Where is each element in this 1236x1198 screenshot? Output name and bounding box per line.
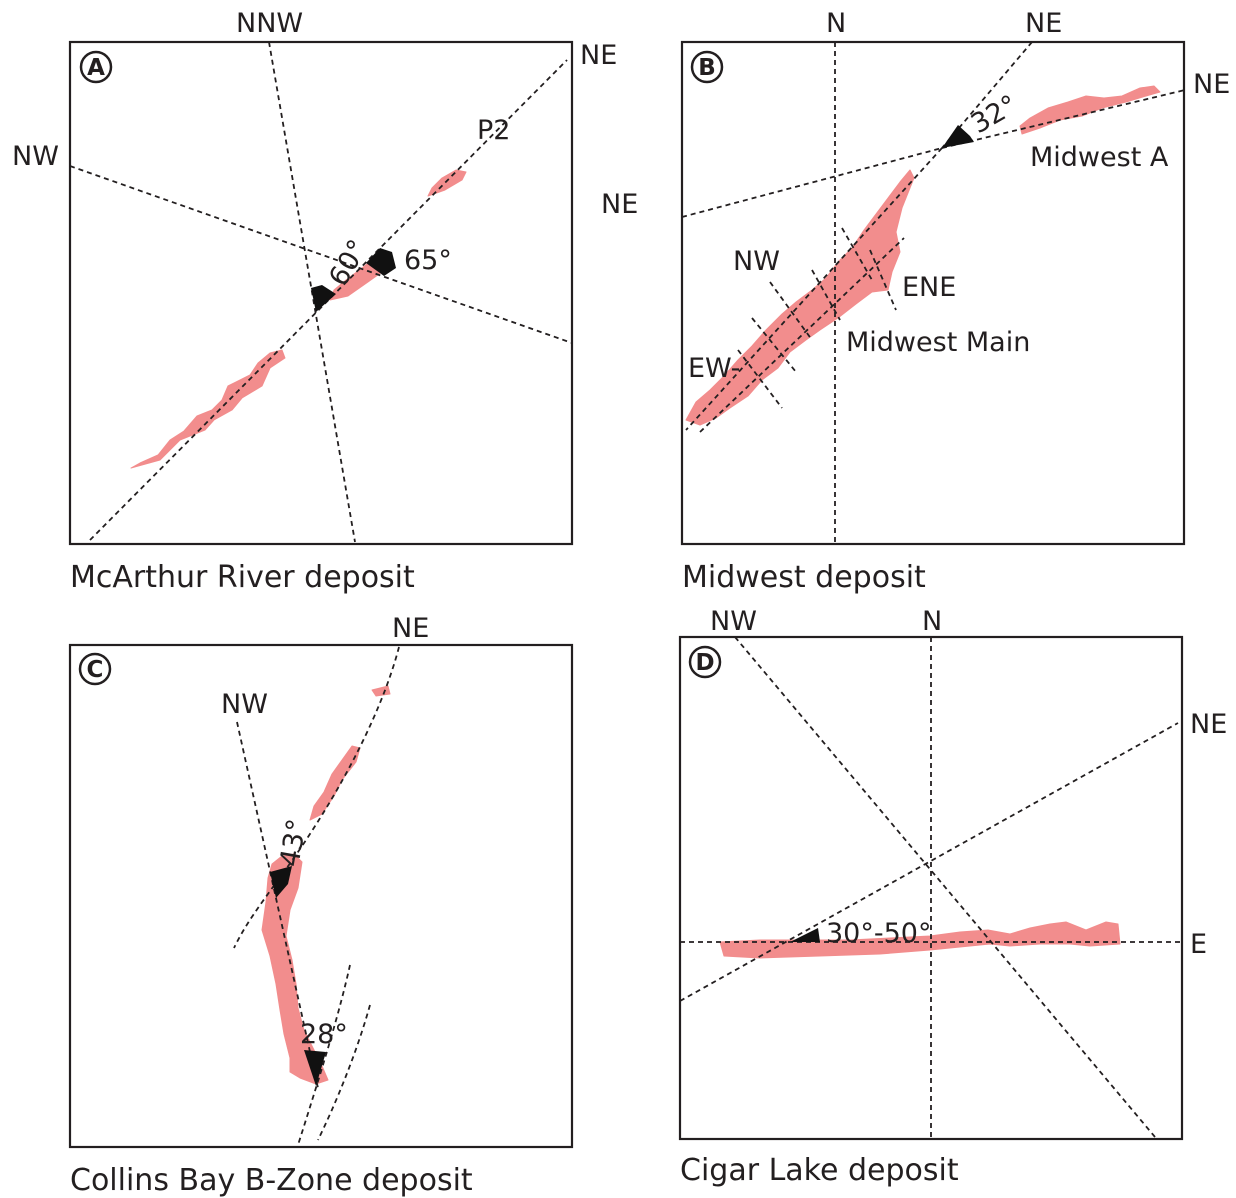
panel-d-nw-label: NW bbox=[710, 606, 757, 637]
panel-c-frame bbox=[68, 643, 574, 1149]
panel-a-frame bbox=[68, 40, 574, 546]
panel-a: NNW NE NW NE P2 60° 65° A McArthur River… bbox=[12, 8, 638, 595]
panel-c-angle-43-label: 43° bbox=[274, 817, 313, 870]
panel-b-parallel-trend-line bbox=[699, 237, 905, 433]
panel-b-caption: Midwest deposit bbox=[682, 560, 926, 595]
panel-d-orebody bbox=[719, 921, 1121, 959]
panel-b-orebody-midwest-a bbox=[1019, 85, 1161, 135]
panel-d-nw-trend-line bbox=[734, 636, 1156, 1138]
panel-a-ne-top-label: NE bbox=[580, 40, 617, 71]
panel-b-frame bbox=[680, 40, 1186, 546]
panel-a-angle-60-marker bbox=[311, 285, 336, 312]
panel-a-orebody-upper bbox=[427, 169, 467, 197]
panel-c-caption: Collins Bay B-Zone deposit bbox=[70, 1163, 473, 1198]
panel-a-p2-label: P2 bbox=[477, 115, 510, 146]
panel-c-angle-43-marker bbox=[270, 866, 292, 898]
panel-b-ne-right-trend-line bbox=[941, 89, 1186, 149]
panel-b-ne-right-label: NE bbox=[1193, 69, 1230, 100]
panel-b-ew-fault-line bbox=[737, 349, 783, 409]
panel-a-nnw-label: NNW bbox=[236, 8, 303, 39]
panel-d-angle-marker bbox=[790, 928, 820, 942]
panel-a-nw-trend-line bbox=[69, 165, 573, 344]
panel-d-n-label: N bbox=[922, 606, 942, 637]
panel-b-ene-label: ENE bbox=[902, 272, 956, 303]
panel-c-orebody-upper bbox=[309, 745, 361, 821]
panel-a-angle-65-marker bbox=[366, 248, 396, 276]
panel-a-nw-label: NW bbox=[12, 141, 59, 172]
panel-c-angle-28-marker bbox=[304, 1050, 326, 1086]
panel-d-e-label: E bbox=[1190, 929, 1207, 960]
panel-b-letter-badge bbox=[690, 50, 724, 84]
panel-c-southern-trend-line bbox=[317, 1004, 371, 1141]
panel-b: N NE NE 32° Midwest A NW ENE Midwest Mai… bbox=[680, 8, 1230, 595]
panel-d-letter-badge bbox=[688, 645, 722, 679]
panel-b-letter: B bbox=[698, 55, 716, 81]
panel-b-main-trend-line bbox=[685, 147, 943, 431]
panel-b-midwest-main-label: Midwest Main bbox=[846, 327, 1030, 358]
panel-c-ne-label: NE bbox=[392, 613, 429, 644]
panel-c: NE NW 43° 28° C Collins Bay B-Zone depos… bbox=[68, 613, 574, 1198]
panel-c-orebody-small-top bbox=[371, 685, 391, 697]
panel-b-nw-label: NW bbox=[733, 246, 780, 277]
panel-b-n-label: N bbox=[826, 8, 846, 39]
panel-b-midwest-a-label: Midwest A bbox=[1030, 142, 1169, 173]
panel-b-angle-32-marker bbox=[942, 125, 974, 148]
panel-b-angle-32-label: 32° bbox=[966, 89, 1023, 140]
panel-a-letter: A bbox=[87, 55, 105, 81]
panel-d-caption: Cigar Lake deposit bbox=[680, 1153, 959, 1188]
panel-a-ne-right-label: NE bbox=[601, 189, 638, 220]
panel-c-nw-label: NW bbox=[221, 689, 268, 720]
panel-a-orebody-lower bbox=[130, 349, 286, 469]
panel-b-nw-fault-line bbox=[769, 281, 813, 341]
panel-b-nw-fault-line bbox=[841, 227, 873, 281]
panel-a-angle-65-label: 65° bbox=[404, 245, 452, 276]
panel-d-ne-label: NE bbox=[1190, 709, 1227, 740]
panel-c-angle-28-label: 28° bbox=[300, 1019, 348, 1050]
panel-b-ene-fault-line bbox=[869, 249, 897, 311]
panel-d: NW N NE E 30°-50° D Cigar Lake deposit bbox=[678, 606, 1227, 1188]
panel-d-angle-label: 30°-50° bbox=[826, 918, 931, 949]
panel-c-southern-trend-line bbox=[297, 964, 351, 1146]
panel-b-ew-fault-line bbox=[751, 317, 797, 373]
panel-b-nw-fault-line bbox=[811, 269, 841, 321]
panel-d-letter: D bbox=[695, 650, 714, 676]
panel-b-ew-label: EW- bbox=[688, 353, 740, 384]
panel-a-letter-badge bbox=[79, 50, 113, 84]
panel-a-caption: McArthur River deposit bbox=[70, 560, 415, 595]
panel-b-ne-top-label: NE bbox=[1025, 8, 1062, 39]
panel-d-ne-trend-line bbox=[679, 722, 1179, 1002]
panel-b-orebody-midwest-main bbox=[685, 169, 915, 426]
panel-c-letter-badge bbox=[78, 652, 112, 686]
panel-a-ne-trend-line bbox=[89, 59, 568, 541]
panel-c-letter: C bbox=[87, 657, 104, 683]
